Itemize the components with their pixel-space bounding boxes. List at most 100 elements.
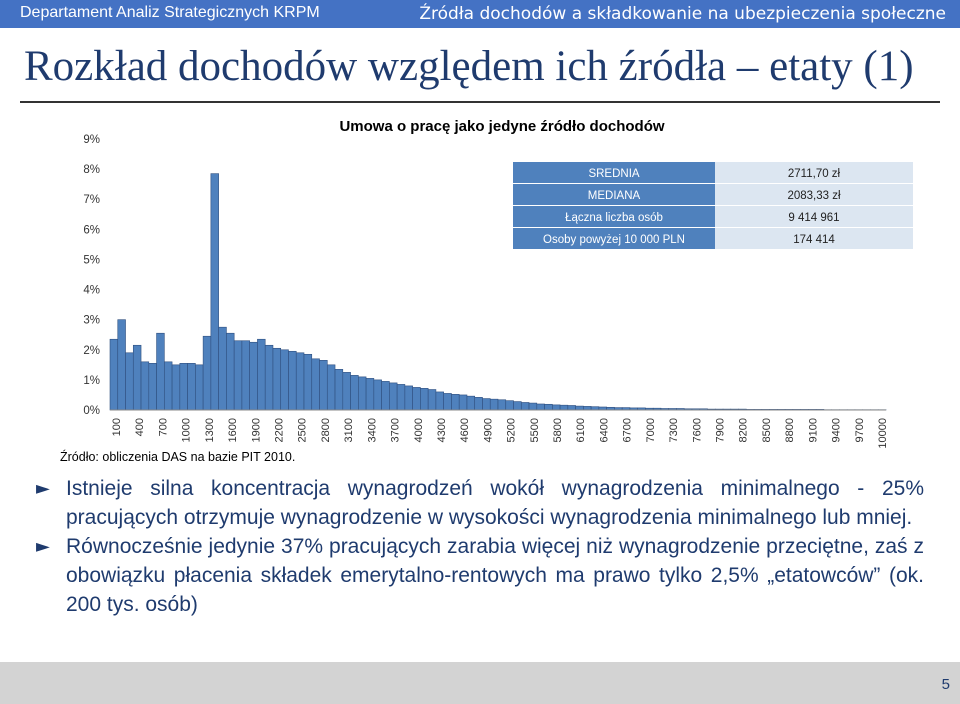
x-tick-label: 4600 — [459, 418, 471, 442]
stats-value-cell — [715, 184, 913, 205]
bar — [218, 326, 227, 411]
bar — [528, 402, 538, 411]
bar — [342, 372, 351, 411]
stats-value-cell — [715, 162, 913, 183]
x-tick-label: 10000 — [877, 418, 889, 449]
x-tick-label: 3400 — [366, 418, 378, 442]
bar — [156, 332, 165, 411]
x-tick-label: 7000 — [645, 418, 657, 442]
x-tick-label: 8200 — [738, 418, 750, 442]
bar-series — [109, 173, 887, 411]
page-number: 5 — [941, 676, 950, 693]
stats-label: SREDNIA — [588, 168, 639, 180]
x-tick-label: 6400 — [599, 418, 611, 442]
bar — [179, 363, 188, 411]
stats-value-cell — [715, 228, 913, 249]
bar — [497, 399, 507, 411]
bar — [420, 388, 429, 411]
bar — [140, 361, 150, 411]
footer-bar: 5 — [0, 662, 960, 704]
bar — [489, 398, 499, 411]
y-tick-label: 9% — [83, 134, 100, 146]
bar — [505, 400, 514, 411]
bullet-text: Istnieje silna koncentracja wynagrodzeń … — [66, 477, 924, 529]
y-tick-label: 1% — [83, 375, 100, 387]
bar — [132, 344, 142, 411]
bar — [373, 379, 382, 411]
y-tick-label: 0% — [83, 405, 100, 417]
x-tick-label: 400 — [134, 418, 146, 436]
bar — [334, 369, 344, 411]
x-tick-label: 4000 — [413, 418, 425, 442]
bar — [451, 394, 460, 411]
bar — [303, 353, 313, 411]
bar — [164, 361, 173, 411]
bullet-item: ► Równocześnie jedynie 37% pracujących z… — [36, 532, 924, 619]
x-tick-label: 2800 — [320, 418, 332, 442]
bar — [311, 358, 320, 411]
bar — [381, 381, 390, 411]
bar — [567, 405, 576, 411]
triangle-bullet-icon: ► — [36, 478, 50, 499]
stats-value: 2083,33 zł — [787, 190, 841, 202]
bar — [458, 394, 468, 411]
x-tick-label: 2200 — [274, 418, 286, 442]
bar — [241, 340, 250, 411]
stats-label-cell — [513, 162, 715, 183]
bar — [350, 375, 359, 411]
x-tick-label: 9700 — [854, 418, 866, 442]
bar — [559, 404, 569, 411]
stats-label-cell — [513, 228, 715, 249]
x-tick-label: 5800 — [552, 418, 564, 442]
stats-value: 9 414 961 — [788, 212, 839, 224]
bar — [536, 403, 545, 411]
x-tick-label: 1300 — [204, 418, 216, 442]
x-tick-label: 100 — [111, 418, 123, 436]
x-tick-label: 7600 — [691, 418, 703, 442]
bar — [257, 338, 266, 411]
x-tick-label: 700 — [157, 418, 169, 436]
bar — [295, 352, 305, 411]
bar — [326, 364, 336, 411]
bar — [117, 319, 126, 411]
bar — [474, 397, 483, 411]
bar — [466, 395, 476, 411]
bar — [575, 405, 584, 411]
bar — [226, 332, 235, 411]
stats-label-cell — [513, 184, 715, 205]
bar — [148, 363, 157, 411]
stats-label: Łączna liczba osób — [565, 212, 663, 224]
x-tick-label: 1000 — [181, 418, 193, 442]
bar — [288, 350, 297, 411]
x-tick-label: 6700 — [622, 418, 634, 442]
bar — [210, 173, 219, 411]
x-tick-label: 4900 — [482, 418, 494, 442]
bar — [552, 404, 561, 411]
y-axis: 0% 1% 2% 3% 4% 5% 6% 7% 8% 9% — [83, 134, 100, 417]
triangle-bullet-icon: ► — [36, 536, 50, 557]
slide-title: Rozkład dochodów względem ich źródła – e… — [24, 43, 914, 90]
x-tick-label: 9400 — [831, 418, 843, 442]
bar — [264, 344, 274, 411]
bar — [513, 401, 522, 411]
bar — [396, 384, 406, 411]
stats-label-cell — [513, 206, 715, 227]
title-divider — [20, 101, 940, 103]
bar — [187, 363, 196, 411]
y-tick-label: 2% — [83, 345, 100, 357]
y-tick-label: 8% — [83, 164, 100, 176]
bar — [435, 391, 444, 411]
header-department: Departament Analiz Strategicznych KRPM — [20, 4, 320, 21]
bar — [412, 387, 421, 411]
bar — [443, 393, 452, 411]
y-tick-label: 4% — [83, 285, 100, 297]
y-tick-label: 7% — [83, 194, 100, 206]
income-distribution-chart: Umowa o pracę jako jedyne źródło dochodó… — [83, 118, 913, 449]
bar — [365, 378, 375, 411]
x-tick-label: 1900 — [250, 418, 262, 442]
bar — [202, 335, 212, 411]
x-tick-label: 6100 — [575, 418, 587, 442]
bar — [272, 347, 282, 411]
x-tick-label: 7300 — [668, 418, 680, 442]
source-note: Źródło: obliczenia DAS na bazie PIT 2010… — [60, 450, 296, 464]
